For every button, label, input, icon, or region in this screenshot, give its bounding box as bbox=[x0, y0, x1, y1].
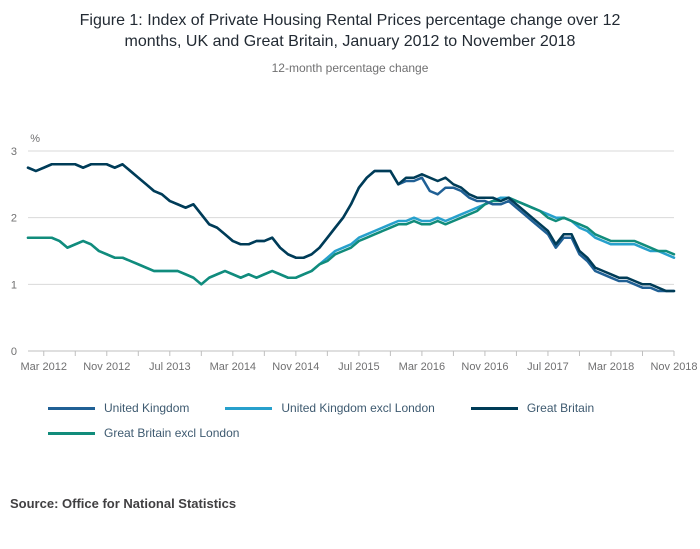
series-line-united-kingdom-excl-london bbox=[26, 196, 676, 286]
legend-item-great-britain-excl-london[interactable]: Great Britain excl London bbox=[48, 426, 239, 440]
legend-line-swatch-great-britain-excl-london bbox=[48, 431, 95, 435]
line-chart-plot-area: 0 1 2 3% Mar 2012 Nov 2012 Jul 2013 Mar 2014 Nov… bbox=[11, 133, 698, 373]
legend-line-swatch-united-kingdom bbox=[48, 406, 95, 410]
legend-label-great-britain: Great Britain bbox=[526, 401, 595, 415]
legend-row-2: Great Britain excl London bbox=[48, 426, 700, 440]
series-line-united-kingdom bbox=[26, 163, 676, 293]
x-axis-labels: Mar 2012 Nov 2012 Jul 2013 Mar 2014 Nov 2014… bbox=[21, 361, 698, 373]
source-note: Source: Office for National Statistics bbox=[10, 496, 237, 511]
svg-text:Mar 2016: Mar 2016 bbox=[399, 361, 445, 373]
svg-text:Mar 2012: Mar 2012 bbox=[21, 361, 67, 373]
series-line-great-britain-excl-london bbox=[26, 196, 676, 286]
svg-text:Nov 2016: Nov 2016 bbox=[461, 361, 508, 373]
y-axis-unit-label: % bbox=[30, 133, 40, 145]
svg-text:Mar 2018: Mar 2018 bbox=[588, 361, 634, 373]
svg-text:2: 2 bbox=[11, 213, 17, 225]
svg-text:Nov 2012: Nov 2012 bbox=[83, 361, 130, 373]
legend-row-1: United Kingdom United Kingdom excl Londo… bbox=[48, 401, 700, 415]
legend-label-great-britain-excl-london: Great Britain excl London bbox=[104, 426, 240, 440]
svg-text:Jul 2017: Jul 2017 bbox=[527, 361, 569, 373]
legend-item-united-kingdom[interactable]: United Kingdom bbox=[48, 401, 189, 415]
chart-title: Figure 1: Index of Private Housing Renta… bbox=[79, 12, 621, 50]
legend: United Kingdom United Kingdom excl Londo… bbox=[48, 401, 700, 440]
legend-line-swatch-united-kingdom-excl-london bbox=[225, 406, 273, 410]
svg-text:0: 0 bbox=[11, 346, 17, 358]
svg-text:3: 3 bbox=[11, 146, 17, 158]
svg-text:1: 1 bbox=[11, 279, 17, 291]
legend-line-swatch-great-britain bbox=[470, 406, 518, 410]
legend-item-united-kingdom-excl-london[interactable]: United Kingdom excl London bbox=[225, 401, 435, 415]
svg-text:Nov 2018: Nov 2018 bbox=[650, 361, 697, 373]
svg-text:Jul 2015: Jul 2015 bbox=[338, 361, 380, 373]
svg-text:Jul 2013: Jul 2013 bbox=[149, 361, 191, 373]
legend-item-great-britain[interactable]: Great Britain bbox=[470, 401, 595, 415]
legend-label-united-kingdom: United Kingdom bbox=[104, 401, 190, 415]
svg-text:Mar 2014: Mar 2014 bbox=[210, 361, 256, 373]
series-line-great-britain bbox=[26, 163, 676, 293]
gridlines bbox=[28, 150, 674, 352]
y-axis-labels: 0 1 2 3 bbox=[11, 146, 17, 358]
legend-label-united-kingdom-excl-london: United Kingdom excl London bbox=[281, 401, 435, 415]
svg-text:Nov 2014: Nov 2014 bbox=[272, 361, 319, 373]
x-axis-ticks bbox=[43, 351, 675, 356]
chart-subtitle: 12-month percentage change bbox=[271, 61, 429, 75]
